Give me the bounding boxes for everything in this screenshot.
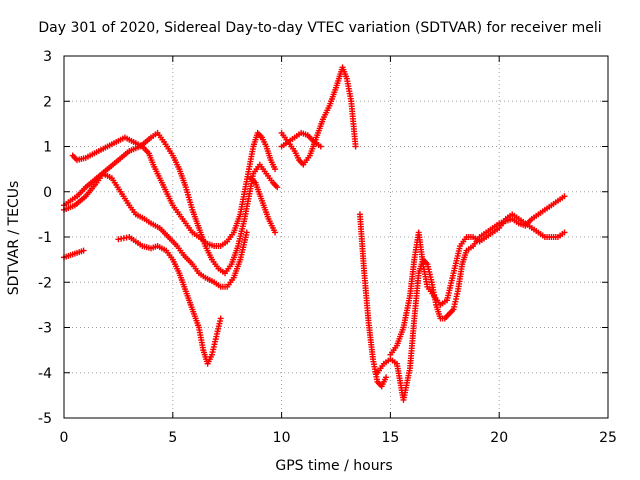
x-tick-label: 20 [490, 430, 508, 446]
x-tick-label: 10 [273, 430, 291, 446]
y-tick-label: -4 [38, 366, 52, 382]
data-point [272, 229, 279, 236]
series-arc-c [61, 170, 250, 290]
x-tick-label: 15 [381, 430, 399, 446]
series-arc-b [61, 129, 281, 277]
y-tick-label: -1 [38, 230, 52, 246]
data-point [317, 143, 324, 150]
series-arc-f [374, 193, 568, 403]
series-arc-g [387, 211, 568, 358]
data-point [561, 229, 568, 236]
x-axis-label: GPS time / hours [275, 458, 392, 474]
chart-title: Day 301 of 2020, Sidereal Day-to-day VTE… [38, 20, 601, 36]
y-tick-label: 3 [43, 49, 52, 65]
x-tick-label: 5 [168, 430, 177, 446]
y-tick-label: -3 [38, 321, 52, 337]
data-point [274, 184, 281, 191]
series-arc-e [248, 64, 390, 390]
data-point [272, 166, 279, 173]
x-tick-label: 0 [60, 430, 69, 446]
y-tick-label: 1 [43, 140, 52, 156]
data-point [80, 247, 87, 254]
grid-lines [64, 56, 608, 418]
data-point [217, 315, 224, 322]
series-arc-d [115, 234, 224, 367]
data-point [243, 229, 250, 236]
y-tick-label: -5 [38, 411, 52, 427]
y-tick-label: 2 [43, 94, 52, 110]
y-axis-label: SDTVAR / TECUs [6, 181, 22, 296]
axis-ticks: 0 5 10 15 20 25 -5 -4 -3 -2 -1 0 1 2 3 [38, 49, 617, 446]
series-short-arcs [61, 129, 324, 261]
data-point [561, 193, 568, 200]
y-tick-label: -2 [38, 275, 52, 291]
data-point [352, 143, 359, 150]
data-point [383, 374, 390, 381]
data-marks [61, 64, 568, 403]
y-tick-label: 0 [43, 185, 52, 201]
x-tick-label: 25 [599, 430, 617, 446]
series-arc-a [69, 129, 279, 250]
